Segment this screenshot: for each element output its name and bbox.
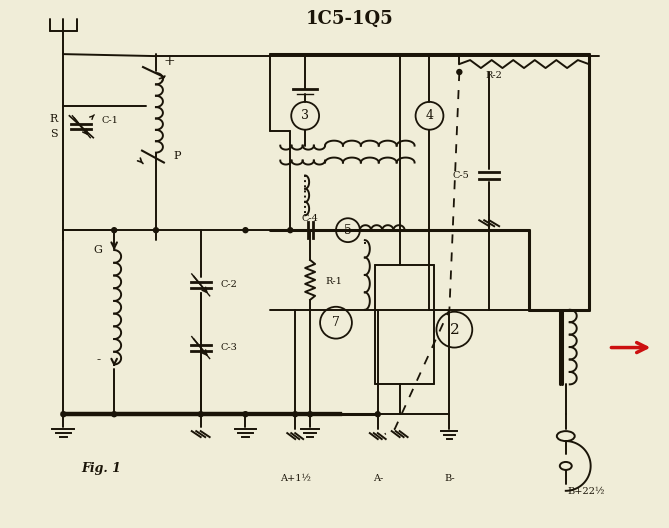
Text: R-1: R-1 — [325, 277, 342, 286]
Text: P: P — [174, 150, 181, 161]
Text: C-5: C-5 — [452, 171, 469, 180]
Circle shape — [243, 228, 248, 233]
Text: R-2: R-2 — [486, 71, 502, 80]
Text: 5: 5 — [344, 224, 352, 237]
Circle shape — [457, 70, 462, 74]
Text: 7: 7 — [332, 316, 340, 329]
Circle shape — [293, 412, 298, 417]
Circle shape — [375, 412, 380, 417]
Text: 1C5-1Q5: 1C5-1Q5 — [306, 10, 394, 29]
Circle shape — [112, 228, 116, 233]
Text: R: R — [50, 114, 58, 124]
Text: +: + — [163, 54, 175, 68]
Circle shape — [243, 412, 248, 417]
Text: S: S — [50, 129, 58, 139]
Text: C-1: C-1 — [101, 116, 118, 125]
Text: A-: A- — [373, 474, 383, 483]
Text: Fig. 1: Fig. 1 — [82, 463, 121, 475]
Text: A+1½: A+1½ — [280, 474, 310, 483]
Circle shape — [61, 412, 66, 417]
Text: B+22½: B+22½ — [568, 487, 605, 496]
Text: 2: 2 — [450, 323, 459, 337]
Text: G: G — [94, 245, 102, 255]
Text: 4: 4 — [425, 109, 434, 122]
Circle shape — [153, 228, 159, 233]
Circle shape — [288, 228, 293, 233]
Circle shape — [112, 412, 116, 417]
Circle shape — [308, 412, 312, 417]
Circle shape — [198, 412, 203, 417]
Text: C-3: C-3 — [221, 343, 237, 352]
Text: B-: B- — [444, 474, 455, 483]
Text: -: - — [96, 353, 100, 366]
Text: 3: 3 — [301, 109, 309, 122]
Text: C-4: C-4 — [302, 214, 318, 223]
Text: C-2: C-2 — [221, 280, 237, 289]
